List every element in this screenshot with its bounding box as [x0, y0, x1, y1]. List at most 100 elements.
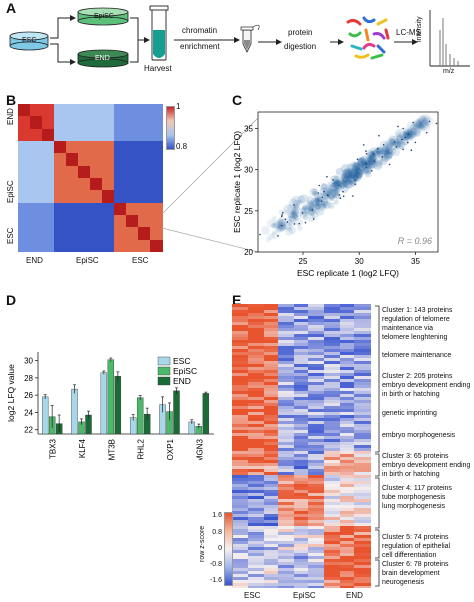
- heatmap-e-cell: [340, 442, 355, 446]
- heatmap-e-cell: [324, 397, 341, 401]
- heatmap-b-cell: [66, 190, 79, 204]
- heatmap-e-cell: [232, 511, 249, 515]
- scatter-point: [338, 181, 345, 188]
- heatmap-b-cell: [18, 141, 31, 154]
- heatmap-b-cell: [150, 128, 163, 142]
- heatmap-e-cell: [354, 481, 371, 485]
- heatmap-e-cell: [308, 310, 325, 314]
- bar-ytick-label: 30: [24, 357, 33, 366]
- heatmap-b-cell: [150, 239, 163, 253]
- scatter-point: [404, 131, 413, 141]
- heatmap-b-cell: [42, 227, 55, 241]
- heatmap-e-cell: [248, 496, 265, 500]
- heatmap-b-cell: [102, 239, 115, 253]
- heatmap-e-cell: [294, 529, 309, 533]
- scatter-point: [326, 193, 335, 201]
- heatmap-e-cell: [354, 307, 371, 311]
- heatmap-e-cell: [232, 571, 249, 575]
- scatter-xtick-label: 25: [299, 257, 308, 266]
- zscore-tick-1: 1.6: [212, 512, 222, 519]
- heatmap-e-cell: [232, 400, 249, 404]
- scatter-point: [425, 121, 431, 127]
- heatmap-e-cell: [264, 394, 279, 398]
- heatmap-e-cell: [232, 337, 249, 341]
- heatmap-e-cell: [308, 583, 325, 587]
- heatmap-e-col-esc: ESC: [244, 591, 261, 600]
- heatmap-e-cell: [294, 418, 309, 422]
- heatmap-e-cell: [340, 340, 355, 344]
- heatmap-e-cell: [324, 439, 341, 443]
- scatter-point: [310, 197, 320, 207]
- heatmap-e-cell: [340, 349, 355, 353]
- heatmap-e-cell: [264, 520, 279, 524]
- heatmap-e-cell: [308, 556, 325, 560]
- heatmap-e-cell: [324, 526, 341, 530]
- scatter-point: [313, 190, 319, 197]
- heatmap-e-cell: [324, 403, 341, 407]
- heatmap-e-cell: [248, 334, 265, 338]
- legend-label-esc: ESC: [173, 356, 190, 366]
- scatter-point: [395, 138, 402, 145]
- heatmap-b-cell: [78, 116, 91, 130]
- heatmap-e-cell: [278, 499, 295, 503]
- heatmap-b-cell: [150, 215, 163, 228]
- heatmap-e-cell: [278, 478, 295, 482]
- scatter-point: [330, 182, 340, 192]
- heatmap-e-cell: [248, 556, 265, 560]
- heatmap-b-scale-max: 1: [176, 102, 181, 111]
- heatmap-e-cell: [248, 490, 265, 494]
- heatmap-e-cell: [354, 394, 371, 398]
- scatter-point: [391, 147, 401, 157]
- bar-esc-dnmt3b: [100, 372, 108, 435]
- heatmap-e-cell: [324, 367, 341, 371]
- scatter-point: [407, 130, 416, 140]
- heatmap-e-cell: [340, 574, 355, 578]
- heatmap-e-cell: [294, 442, 309, 446]
- heatmap-b-cell: [78, 141, 91, 154]
- scatter-point: [375, 159, 383, 168]
- heatmap-e-cell: [324, 454, 341, 458]
- heatmap-b-cell: [66, 165, 79, 179]
- heatmap-e-cell: [248, 469, 265, 473]
- scatter-point: [288, 226, 297, 235]
- heatmap-e-cell: [324, 412, 341, 416]
- scatter-point: [387, 142, 394, 149]
- heatmap-e-cell: [308, 553, 325, 557]
- end-label: END: [95, 55, 110, 62]
- heatmap-e-cell: [248, 355, 265, 359]
- legend-label-episc: EpiSC: [173, 366, 197, 376]
- heatmap-b-cell: [42, 128, 55, 142]
- scatter-point: [385, 147, 393, 155]
- heatmap-e-cell: [324, 379, 341, 383]
- heatmap-e-cell: [232, 508, 249, 512]
- heatmap-e-cell: [232, 451, 249, 455]
- scatter-point: [321, 183, 328, 190]
- cluster-6-line-3: neurogenesis: [382, 579, 425, 586]
- heatmap-e-cell: [354, 523, 371, 527]
- heatmap-e-cell: [264, 391, 279, 395]
- heatmap-e-cell: [248, 532, 265, 536]
- heatmap-e-cell: [248, 520, 265, 524]
- bar-category-label: TBX3: [49, 438, 58, 459]
- heatmap-e-cell: [324, 364, 341, 368]
- scatter-r-annotation: R = 0.96: [398, 236, 432, 246]
- heatmap-b-cell: [54, 141, 67, 154]
- scatter-point: [320, 198, 329, 207]
- scatter-ytick-label: 25: [244, 207, 253, 216]
- heatmap-e-cell: [278, 526, 295, 530]
- heatmap-e-cell: [232, 349, 249, 353]
- heatmap-e-cell: [248, 367, 265, 371]
- heatmap-e-cell: [232, 436, 249, 440]
- cluster-1-extra: telomere maintenance: [382, 352, 452, 359]
- scatter-point: [270, 222, 276, 229]
- heatmap-e-cell: [294, 460, 309, 464]
- bar-ytick-label: 22: [24, 426, 33, 435]
- scatter-outlier-point: [317, 192, 320, 194]
- heatmap-e-cell: [248, 439, 265, 443]
- heatmap-e-cell: [264, 316, 279, 320]
- heatmap-e-cell: [278, 325, 295, 329]
- scatter-point: [307, 214, 316, 223]
- heatmap-e-cell: [294, 358, 309, 362]
- heatmap-b-cell: [90, 153, 103, 167]
- heatmap-e-cell: [232, 562, 249, 566]
